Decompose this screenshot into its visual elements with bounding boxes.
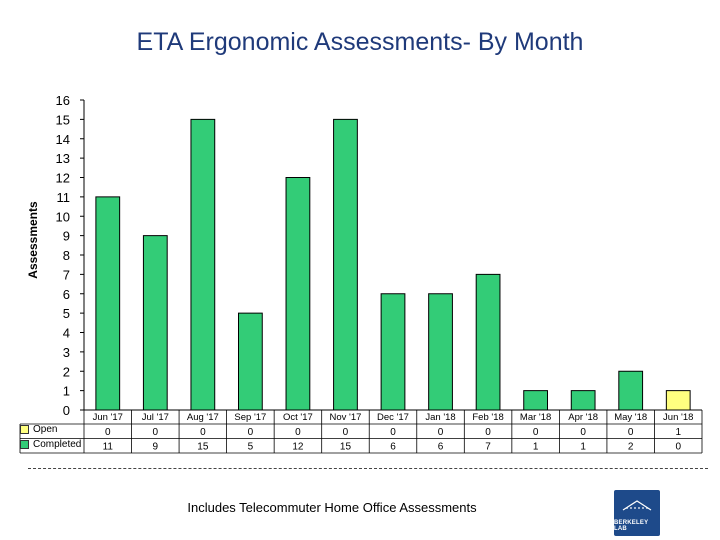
table-completed-value: 6 xyxy=(438,442,444,453)
berkeley-lab-logo: BERKELEY LAB xyxy=(614,490,660,536)
table-completed-value: 1 xyxy=(533,442,539,453)
table-open-value: 0 xyxy=(533,427,539,438)
table-open-value: 0 xyxy=(580,427,586,438)
table-completed-value: 6 xyxy=(390,442,396,453)
table-open-value: 0 xyxy=(153,427,159,438)
x-tick-label: Jun '17 xyxy=(93,412,123,423)
x-tick-label: Sep '17 xyxy=(234,412,266,423)
bar-open-12 xyxy=(665,390,691,411)
y-tick-label: 2 xyxy=(63,364,70,379)
chart-title: ETA Ergonomic Assessments- By Month xyxy=(136,28,584,56)
x-tick-label: Apr '18 xyxy=(568,412,598,423)
x-tick-label: May '18 xyxy=(614,412,647,423)
y-tick-label: 0 xyxy=(63,403,70,418)
table-completed-value: 12 xyxy=(292,442,304,453)
divider xyxy=(28,468,708,469)
y-tick-label: 11 xyxy=(57,190,71,205)
bar-completed-11 xyxy=(618,370,644,411)
y-tick-label: 9 xyxy=(63,229,70,244)
table-open-value: 0 xyxy=(390,427,396,438)
legend-open: Open xyxy=(20,424,57,435)
table-completed-value: 0 xyxy=(675,442,681,453)
table-completed-value: 15 xyxy=(197,442,209,453)
footnote: Includes Telecommuter Home Office Assess… xyxy=(187,500,477,515)
table-completed-value: 5 xyxy=(248,442,254,453)
bar-completed-1 xyxy=(142,235,168,411)
table-completed-value: 2 xyxy=(628,442,634,453)
bar-completed-10 xyxy=(570,390,596,411)
table-completed-value: 1 xyxy=(580,442,586,453)
y-tick-label: 6 xyxy=(63,287,70,302)
table-open-value: 0 xyxy=(200,427,206,438)
x-tick-label: Oct '17 xyxy=(283,412,313,423)
x-tick-label: Feb '18 xyxy=(472,412,503,423)
bar-completed-4 xyxy=(285,177,311,411)
table-completed-value: 7 xyxy=(485,442,491,453)
legend-open-swatch xyxy=(20,425,29,434)
y-tick-label: 14 xyxy=(56,132,70,147)
y-tick-label: 13 xyxy=(56,151,70,166)
y-tick-label: 7 xyxy=(63,267,70,282)
table-open-value: 0 xyxy=(438,427,444,438)
bar-completed-3 xyxy=(238,312,263,411)
bar-completed-6 xyxy=(380,293,406,411)
legend-completed-label: Completed xyxy=(33,439,82,450)
table-open-value: 0 xyxy=(105,427,111,438)
x-tick-label: Nov '17 xyxy=(330,412,362,423)
lab-building-icon xyxy=(622,500,652,511)
table-open-value: 1 xyxy=(675,427,681,438)
table-open-value: 0 xyxy=(485,427,491,438)
y-tick-label: 16 xyxy=(56,93,70,108)
legend-completed: Completed xyxy=(20,439,81,450)
bar-completed-8 xyxy=(475,273,501,411)
y-tick-label: 8 xyxy=(63,248,70,263)
y-tick-label: 3 xyxy=(63,345,70,360)
x-tick-label: Jul '17 xyxy=(142,412,169,423)
y-tick-label: 1 xyxy=(63,384,70,399)
table-completed-value: 15 xyxy=(340,442,352,453)
legend-open-label: Open xyxy=(33,424,58,435)
x-tick-label: Aug '17 xyxy=(187,412,219,423)
x-tick-label: Jan '18 xyxy=(425,412,455,423)
bar-completed-0 xyxy=(95,196,121,411)
x-tick-label: Dec '17 xyxy=(377,412,409,423)
table-open-value: 0 xyxy=(343,427,349,438)
table-open-value: 0 xyxy=(248,427,254,438)
legend-completed-swatch xyxy=(20,440,29,449)
bar-completed-5 xyxy=(333,118,358,411)
y-tick-label: 12 xyxy=(56,171,70,186)
bar-completed-7 xyxy=(428,293,453,411)
bar-completed-2 xyxy=(190,118,216,411)
y-tick-label: 10 xyxy=(56,209,70,224)
bar-completed-9 xyxy=(523,390,549,411)
table-completed-value: 9 xyxy=(153,442,159,453)
table-open-value: 0 xyxy=(295,427,301,438)
y-tick-label: 15 xyxy=(56,112,70,127)
x-tick-label: Mar '18 xyxy=(520,412,551,423)
y-tick-label: 5 xyxy=(63,306,70,321)
logo-text: BERKELEY LAB xyxy=(614,520,649,532)
table-open-value: 0 xyxy=(628,427,634,438)
x-tick-label: Jun '18 xyxy=(663,412,693,423)
y-tick-label: 4 xyxy=(63,326,70,341)
table-completed-value: 11 xyxy=(103,442,114,453)
